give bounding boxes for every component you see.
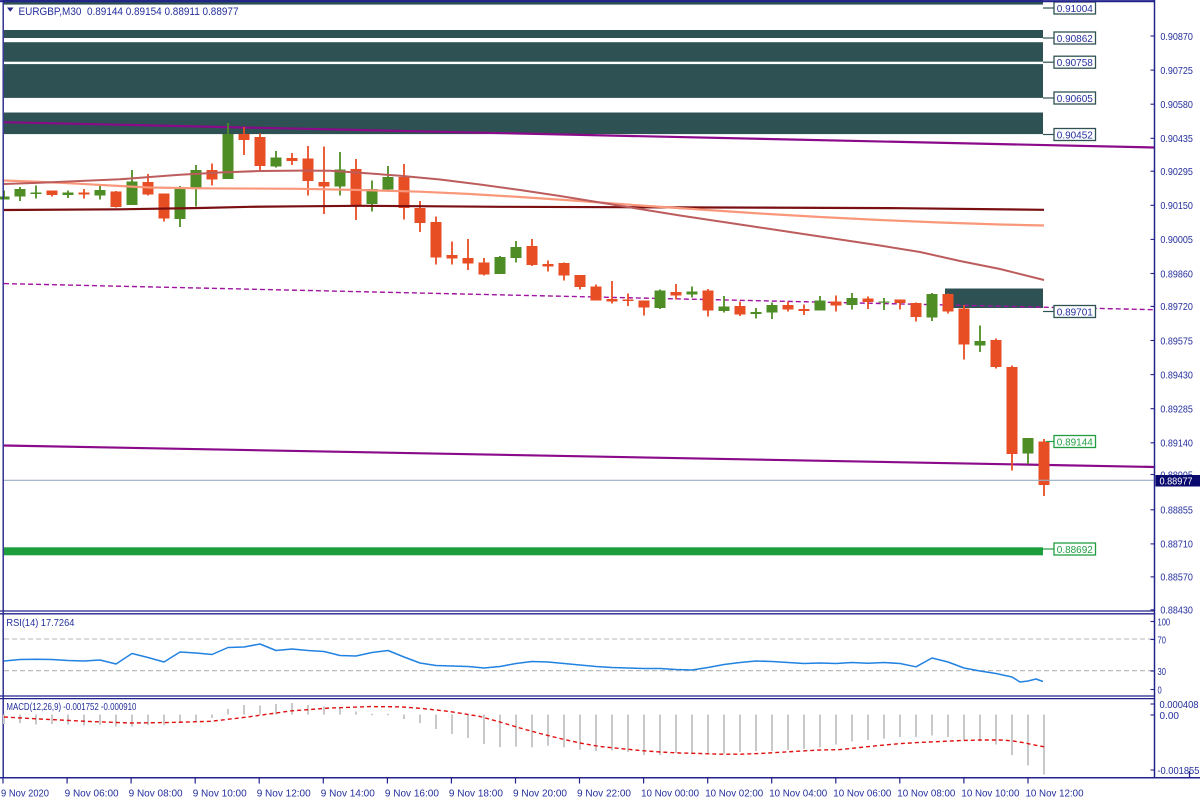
svg-text:0.89140: 0.89140 xyxy=(1160,438,1193,450)
svg-text:0.90870: 0.90870 xyxy=(1160,31,1193,43)
svg-text:0.88430: 0.88430 xyxy=(1160,605,1193,617)
svg-text:0: 0 xyxy=(1158,684,1162,696)
svg-text:0.90005: 0.90005 xyxy=(1160,234,1193,246)
svg-text:-0.001855: -0.001855 xyxy=(1157,765,1199,777)
svg-text:30: 30 xyxy=(1158,666,1167,678)
svg-text:0.00: 0.00 xyxy=(1160,710,1180,722)
svg-text:10 Nov 04:00: 10 Nov 04:00 xyxy=(769,788,827,800)
svg-text:10 Nov 06:00: 10 Nov 06:00 xyxy=(833,788,891,800)
svg-text:10 Nov 10:00: 10 Nov 10:00 xyxy=(961,788,1019,800)
svg-text:0.90758: 0.90758 xyxy=(1057,57,1093,69)
svg-text:0.90150: 0.90150 xyxy=(1160,200,1193,212)
svg-text:MACD(12,26,9) -0.001752 -0.000: MACD(12,26,9) -0.001752 -0.000910 xyxy=(6,701,136,713)
svg-text:9 Nov 20:00: 9 Nov 20:00 xyxy=(513,788,567,800)
svg-text:70: 70 xyxy=(1158,634,1167,646)
svg-text:0.89144: 0.89144 xyxy=(1057,436,1093,448)
svg-text:RSI(14) 17.7264: RSI(14) 17.7264 xyxy=(6,617,74,629)
svg-text:100: 100 xyxy=(1158,616,1171,628)
svg-text:0.88977: 0.88977 xyxy=(1160,475,1193,487)
svg-text:9 Nov 14:00: 9 Nov 14:00 xyxy=(321,788,375,800)
svg-text:0.89701: 0.89701 xyxy=(1057,306,1093,318)
svg-text:0.90605: 0.90605 xyxy=(1057,93,1093,105)
svg-text:0.90435: 0.90435 xyxy=(1160,133,1193,145)
svg-text:9 Nov 18:00: 9 Nov 18:00 xyxy=(449,788,503,800)
svg-text:0.90452: 0.90452 xyxy=(1057,129,1093,141)
svg-text:0.90295: 0.90295 xyxy=(1160,166,1193,178)
svg-text:0.90725: 0.90725 xyxy=(1160,65,1193,77)
svg-text:0.000408: 0.000408 xyxy=(1160,699,1199,711)
svg-text:10 Nov 12:00: 10 Nov 12:00 xyxy=(1026,788,1084,800)
svg-text:0.89430: 0.89430 xyxy=(1160,369,1193,381)
svg-text:10 Nov 00:00: 10 Nov 00:00 xyxy=(641,788,699,800)
svg-text:9 Nov 10:00: 9 Nov 10:00 xyxy=(193,788,247,800)
svg-text:0.89285: 0.89285 xyxy=(1160,404,1193,416)
svg-text:0.90580: 0.90580 xyxy=(1160,99,1193,111)
svg-text:9 Nov 2020: 9 Nov 2020 xyxy=(1,788,49,800)
svg-text:0.88710: 0.88710 xyxy=(1160,539,1193,551)
svg-text:0.89575: 0.89575 xyxy=(1160,335,1193,347)
svg-text:0.91004: 0.91004 xyxy=(1057,3,1093,15)
svg-text:10 Nov 08:00: 10 Nov 08:00 xyxy=(897,788,955,800)
svg-text:9 Nov 08:00: 9 Nov 08:00 xyxy=(129,788,183,800)
svg-text:0.90862: 0.90862 xyxy=(1057,33,1093,45)
svg-text:9 Nov 22:00: 9 Nov 22:00 xyxy=(577,788,631,800)
svg-text:EURGBP,M30 0.89144 0.89154 0.: EURGBP,M30 0.89144 0.89154 0.88911 0.889… xyxy=(19,6,239,18)
svg-text:0.89720: 0.89720 xyxy=(1160,301,1193,313)
svg-text:0.89860: 0.89860 xyxy=(1160,268,1193,280)
svg-text:9 Nov 16:00: 9 Nov 16:00 xyxy=(385,788,439,800)
svg-text:0.88855: 0.88855 xyxy=(1160,505,1193,517)
svg-text:10 Nov 02:00: 10 Nov 02:00 xyxy=(705,788,763,800)
svg-text:0.88570: 0.88570 xyxy=(1160,572,1193,584)
svg-text:9 Nov 12:00: 9 Nov 12:00 xyxy=(257,788,311,800)
svg-text:9 Nov 06:00: 9 Nov 06:00 xyxy=(65,788,119,800)
svg-text:0.88692: 0.88692 xyxy=(1057,544,1093,556)
